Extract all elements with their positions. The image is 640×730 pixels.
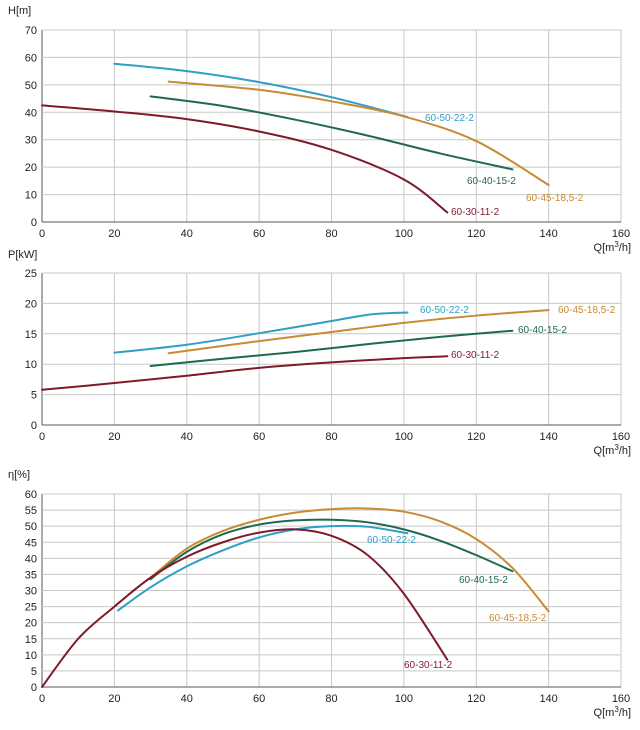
series-label-60-40-15-2: 60-40-15-2 [518, 325, 567, 336]
x-tick-label: 120 [467, 431, 485, 443]
x-tick-label: 100 [395, 228, 413, 240]
y-tick-label: 20 [25, 162, 37, 174]
series-label-60-45-18,5-2: 60-45-18,5-2 [489, 613, 547, 624]
x-tick-label: 60 [253, 693, 265, 705]
x-tick-label: 160 [612, 693, 630, 705]
y-tick-label: 25 [25, 268, 37, 280]
y-tick-label: 40 [25, 553, 37, 565]
series-label-60-45-18,5-2: 60-45-18,5-2 [558, 305, 616, 316]
y-tick-label: 10 [25, 650, 37, 662]
series-label-60-40-15-2: 60-40-15-2 [459, 575, 508, 586]
y-tick-label: 70 [25, 25, 37, 37]
y-tick-label: 10 [25, 190, 37, 202]
y-tick-label: 15 [25, 329, 37, 341]
x-tick-label: 100 [395, 431, 413, 443]
y-tick-label: 10 [25, 359, 37, 371]
x-tick-label: 100 [395, 693, 413, 705]
series-label-60-50-22-2: 60-50-22-2 [367, 535, 416, 546]
series-label-60-30-11-2: 60-30-11-2 [451, 350, 500, 361]
x-tick-label: 140 [539, 693, 557, 705]
x-tick-label: 80 [325, 693, 337, 705]
chart-panel-1: 0 20 40 60 80 100 120 140 160 0 10 20 30 40 50 60 70 H[m]… [8, 5, 631, 254]
y-tick-label: 20 [25, 618, 37, 630]
y-axis-label: P[kW] [8, 249, 37, 261]
x-tick-label: 20 [108, 431, 120, 443]
x-tick-label: 40 [181, 431, 193, 443]
y-axis-label: η[%] [8, 469, 30, 481]
series-label-60-30-11-2: 60-30-11-2 [404, 660, 453, 671]
series-line-60-45-18,5-2 [167, 80, 550, 186]
series-line-60-45-18,5-2 [167, 309, 550, 355]
series-line-60-45-18,5-2 [149, 507, 550, 613]
series-line-60-40-15-2 [149, 518, 514, 581]
series-label-60-30-11-2: 60-30-11-2 [451, 207, 500, 218]
y-tick-label: 25 [25, 602, 37, 614]
y-tick-label: 50 [25, 80, 37, 92]
series-line-60-50-22-2 [113, 62, 409, 118]
x-tick-label: 160 [612, 431, 630, 443]
y-tick-label: 45 [25, 537, 37, 549]
series-label-60-50-22-2: 60-50-22-2 [420, 305, 469, 316]
y-tick-label: 60 [25, 489, 37, 501]
y-tick-label: 20 [25, 298, 37, 310]
x-axis-label: Q[m3/h] [594, 705, 631, 719]
x-tick-label: 80 [325, 431, 337, 443]
y-tick-label: 0 [31, 682, 37, 694]
y-tick-label: 30 [25, 586, 37, 598]
y-tick-label: 5 [31, 666, 37, 678]
y-tick-label: 60 [25, 52, 37, 64]
x-tick-label: 40 [181, 693, 193, 705]
y-tick-label: 0 [31, 420, 37, 432]
y-tick-label: 55 [25, 505, 37, 517]
y-tick-label: 0 [31, 217, 37, 229]
x-tick-label: 60 [253, 431, 265, 443]
x-tick-label: 20 [108, 693, 120, 705]
x-tick-label: 0 [39, 431, 45, 443]
series-line-60-40-15-2 [149, 329, 514, 368]
series-label-60-45-18,5-2: 60-45-18,5-2 [526, 193, 584, 204]
series-line-60-30-11-2 [41, 104, 449, 214]
x-tick-label: 120 [467, 228, 485, 240]
x-tick-label: 60 [253, 228, 265, 240]
x-tick-label: 140 [539, 228, 557, 240]
x-tick-label: 40 [181, 228, 193, 240]
x-tick-label: 160 [612, 228, 630, 240]
x-tick-label: 0 [39, 228, 45, 240]
series-line-60-50-22-2 [113, 311, 409, 354]
x-tick-label: 140 [539, 431, 557, 443]
x-tick-label: 0 [39, 693, 45, 705]
x-tick-label: 80 [325, 228, 337, 240]
series-label-60-40-15-2: 60-40-15-2 [467, 176, 516, 187]
series-label-60-50-22-2: 60-50-22-2 [425, 113, 474, 124]
x-axis-label: Q[m3/h] [594, 443, 631, 457]
x-axis-label: Q[m3/h] [594, 240, 631, 254]
y-tick-label: 15 [25, 634, 37, 646]
y-tick-label: 50 [25, 521, 37, 533]
y-tick-label: 5 [31, 390, 37, 402]
chart-panel-3: 0 20 40 60 80 100 120 140 160 0 5 10 15 20 25 30 35 40 45 5… [8, 469, 631, 719]
chart-panel-2: 0 20 40 60 80 100 120 140 160 0 5 10 15 20 25 P[kW] Q[m3… [8, 249, 631, 457]
y-tick-label: 40 [25, 107, 37, 119]
series-line-60-40-15-2 [149, 95, 514, 171]
series-line-60-50-22-2 [116, 524, 409, 612]
y-tick-label: 30 [25, 135, 37, 147]
y-tick-label: 35 [25, 569, 37, 581]
x-tick-label: 120 [467, 693, 485, 705]
x-tick-label: 20 [108, 228, 120, 240]
series-line-60-30-11-2 [41, 528, 449, 688]
series-line-60-30-11-2 [41, 355, 449, 391]
y-axis-label: H[m] [8, 5, 31, 17]
